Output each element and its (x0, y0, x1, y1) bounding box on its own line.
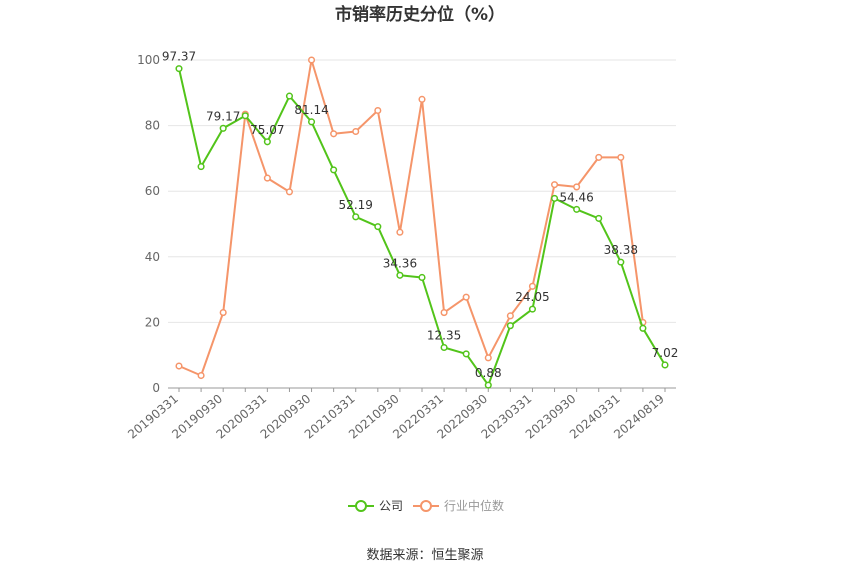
data-point (440, 309, 448, 317)
data-point (352, 127, 360, 136)
data-point (307, 118, 316, 126)
data-point (219, 124, 227, 132)
data-point (263, 138, 271, 146)
legend-label: 行业中位数 (444, 498, 504, 513)
data-point (484, 381, 492, 389)
data-point (617, 153, 625, 161)
data-point (263, 174, 271, 182)
data-point (484, 354, 492, 362)
data-point (352, 213, 360, 221)
data-point (396, 271, 404, 279)
y-tick-label: 100 (137, 53, 160, 67)
data-label: 81.14 (294, 103, 328, 117)
legend-item[interactable]: 公司 (348, 499, 403, 513)
y-tick-label: 20 (145, 315, 160, 329)
data-point (462, 350, 470, 358)
data-point (617, 258, 625, 266)
data-point (573, 205, 581, 213)
data-point (307, 56, 316, 64)
data-point (396, 228, 404, 236)
data-point (418, 273, 426, 282)
data-label: 75.07 (250, 123, 284, 137)
data-label: 12.35 (427, 328, 461, 342)
data-point (550, 181, 559, 189)
data-point (462, 293, 470, 301)
data-point (330, 166, 338, 174)
y-tick-label: 60 (145, 184, 160, 198)
data-label: 0.88 (475, 366, 502, 380)
legend-marker (420, 500, 432, 512)
data-point (285, 188, 294, 196)
data-point (506, 312, 514, 320)
chart-title: 市销率历史分位（%） (335, 4, 505, 25)
data-point (285, 92, 294, 100)
source-note: 数据来源：恒生聚源 (366, 548, 483, 563)
data-label: 54.46 (559, 190, 593, 204)
data-point (241, 112, 249, 120)
data-label: 24.05 (515, 290, 549, 304)
data-point (528, 305, 537, 313)
data-point (219, 309, 227, 317)
data-label: 52.19 (339, 198, 373, 212)
y-tick-label: 0 (152, 381, 160, 395)
legend-label: 公司 (379, 499, 403, 513)
y-tick-label: 80 (145, 119, 160, 133)
series-line (178, 59, 644, 377)
data-label: 38.38 (604, 243, 638, 257)
data-point (506, 322, 514, 330)
data-point (661, 361, 669, 369)
data-point (595, 214, 603, 222)
y-axis: 0 20 40 60 80 100 (137, 53, 160, 395)
data-point (595, 153, 603, 161)
data-label: 97.37 (162, 50, 196, 64)
data-point (197, 163, 205, 171)
x-axis: 2019033120190930202003312020093020210331… (125, 387, 676, 442)
y-tick-label: 40 (145, 250, 160, 264)
data-point (639, 324, 647, 332)
data-labels: 97.37 79.17 75.07 81.14 52.19 34.36 12.35 0.88 2… (162, 50, 679, 380)
data-point (175, 65, 183, 73)
legend[interactable]: 公司 行业中位数 (348, 498, 504, 513)
data-point (550, 194, 559, 202)
data-point (440, 343, 448, 352)
data-point (418, 95, 426, 103)
data-point (528, 282, 537, 290)
legend-marker (355, 500, 367, 512)
data-point (330, 130, 338, 138)
data-point (374, 223, 382, 231)
data-label: 34.36 (383, 256, 417, 270)
data-point (175, 362, 183, 370)
data-point (197, 371, 205, 380)
grid (168, 59, 676, 389)
legend-item[interactable]: 行业中位数 (413, 498, 504, 513)
data-label: 79.17 (206, 109, 240, 123)
data-label: 7.02 (652, 346, 679, 360)
series-line (178, 68, 666, 387)
data-point (573, 183, 581, 191)
series-group (175, 56, 669, 389)
data-point (374, 106, 382, 115)
